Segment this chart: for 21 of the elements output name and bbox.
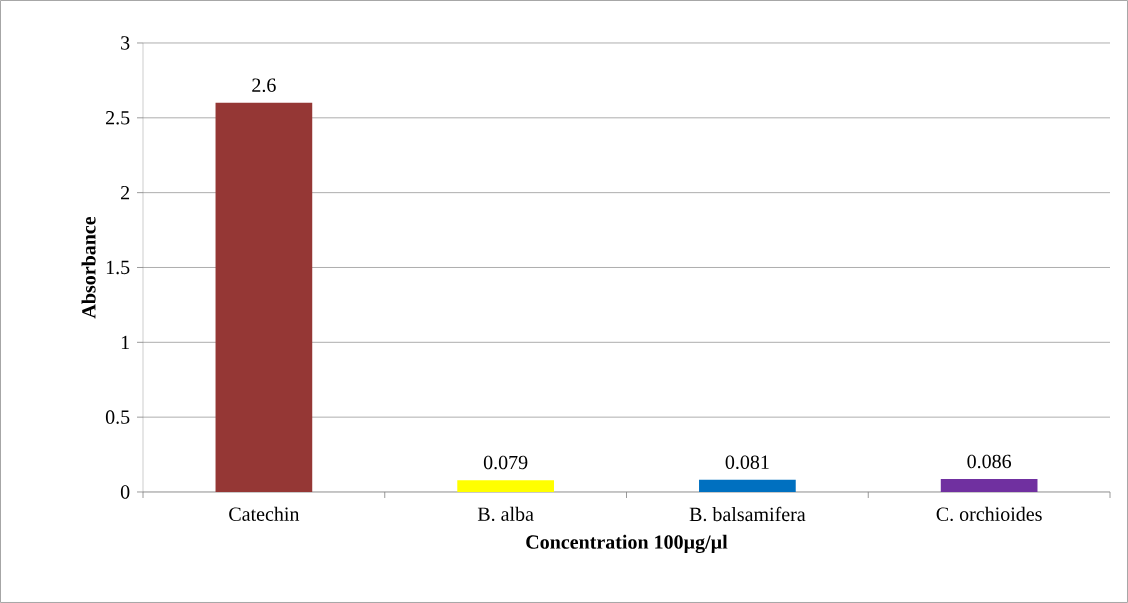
bar bbox=[457, 480, 554, 492]
x-tick-label: C. orchioides bbox=[936, 506, 1042, 522]
y-tick-label: 1.5 bbox=[106, 260, 130, 275]
y-tick-label: 0.5 bbox=[105, 410, 130, 424]
data-label: 2.6 bbox=[252, 78, 276, 92]
data-label: 0.086 bbox=[967, 454, 1012, 469]
bar bbox=[215, 102, 313, 492]
y-tick-label: 2 bbox=[121, 186, 130, 200]
data-label: 0.081 bbox=[725, 455, 769, 469]
y-tick-label: 0 bbox=[120, 485, 130, 499]
y-tick-label: 3 bbox=[121, 36, 130, 50]
y-tick-label: 1 bbox=[121, 335, 129, 349]
x-tick-label: B. alba bbox=[477, 506, 534, 522]
bar bbox=[940, 479, 1038, 492]
y-tick-label: 2.5 bbox=[106, 111, 130, 125]
x-tick-label: Catechin bbox=[229, 506, 300, 521]
x-axis-title: Concentration 100µg/µl bbox=[526, 534, 728, 554]
data-label: 0.079 bbox=[483, 455, 528, 470]
x-tick-label: B. balsamifera bbox=[689, 506, 806, 522]
y-axis-title: Absorbance bbox=[81, 216, 96, 319]
bar bbox=[699, 479, 796, 492]
